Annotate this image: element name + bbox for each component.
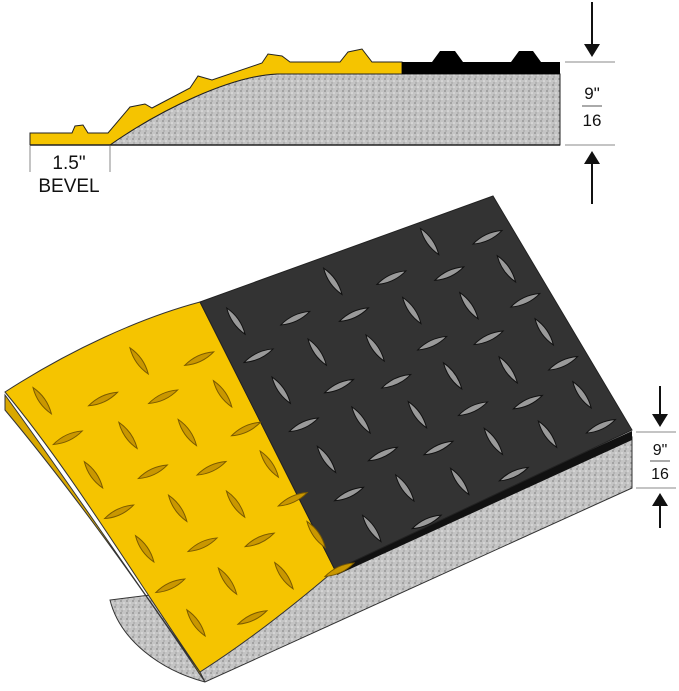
tread-lug [147,389,179,405]
tread-lug [271,375,292,405]
tread-lug [316,445,337,474]
mat-down-arrowhead-icon [652,414,668,427]
tread-lug [276,491,309,507]
tread-lug [236,610,269,625]
tread-lug [83,460,104,490]
tread-lug [259,449,280,479]
black-top-surface [199,195,633,571]
tread-lug [32,386,53,415]
yellow-top-surface [4,301,336,673]
black-front-edge [335,431,632,575]
tread-lug [195,460,228,476]
mat-thickness-denominator: 16 [651,466,669,483]
down-arrowhead-icon [584,44,600,57]
tread-lug [279,310,312,326]
tread-lug [380,373,412,389]
tread-lug [333,486,365,502]
tread-lug [183,351,215,366]
thickness-denominator: 16 [583,111,602,130]
tread-lug [410,514,443,530]
tread-lug [225,489,246,519]
tread-lug [361,514,382,543]
tread-lug [433,266,466,281]
tread-lug [547,355,579,371]
tread-lug [498,355,519,385]
tread-lug [585,418,617,434]
tread-lug [537,419,558,449]
tread-lug [472,330,505,346]
tread-lug [496,254,517,284]
bevel-width-label: 1.5" [52,153,85,174]
tread-lug [449,467,470,496]
tread-lug [87,391,119,407]
tread-lug [338,307,370,322]
tread-lug [375,270,408,286]
foam-core [108,73,561,146]
thickness-numerator: 9" [584,84,600,103]
tread-lug [103,504,135,520]
tread-lug [458,291,479,320]
tread-lug [177,418,198,447]
tread-lug [512,394,544,410]
tread-lug [394,473,415,503]
tread-lug [134,534,155,564]
black-top-surface [402,51,560,74]
tread-lug [118,421,138,450]
tread-lug [288,417,320,433]
tread-lug [322,267,343,296]
mat-3d-view: 9" 16 [4,195,676,683]
tread-lug [186,537,219,553]
tread-lug [230,421,262,437]
tread-lug [572,380,592,410]
tread-lug [307,337,328,367]
tread-lug [52,430,84,446]
tread-lug [129,346,150,376]
tread-lug [367,446,399,462]
mat-thickness-numerator: 9" [653,442,668,459]
tread-lug [167,494,188,523]
tread-lug [217,566,238,596]
tread-lug [186,608,206,638]
mat-up-arrowhead-icon [652,493,668,506]
cross-section-profile: 1.5" BEVEL 9" 16 [29,2,615,204]
tread-lug [483,427,504,456]
tread-lug [422,440,455,456]
tread-lug [509,292,542,308]
tread-lug [306,520,327,549]
diamond-tread-pattern [32,227,617,638]
tread-lug [534,317,555,347]
tread-lug [416,335,448,351]
up-arrowhead-icon [584,151,600,164]
tread-lug [323,378,355,394]
tread-lug [498,466,530,482]
tread-lug [242,348,275,364]
tread-lug [273,561,294,590]
tread-lug [351,405,371,435]
tread-lug [471,229,504,245]
tread-lug [225,306,246,336]
tread-lug [154,578,187,594]
tread-lug [137,464,169,480]
tread-lug [212,379,233,409]
tread-lug [407,400,428,429]
tread-lug [419,227,440,256]
tread-lug [442,361,463,391]
tread-lug [365,333,386,363]
yellow-front-edge [4,393,206,683]
tread-lug [243,532,276,548]
tread-lug [401,296,422,325]
tread-lug [323,562,356,578]
tread-lug [457,401,489,417]
bevel-label: BEVEL [38,176,99,197]
